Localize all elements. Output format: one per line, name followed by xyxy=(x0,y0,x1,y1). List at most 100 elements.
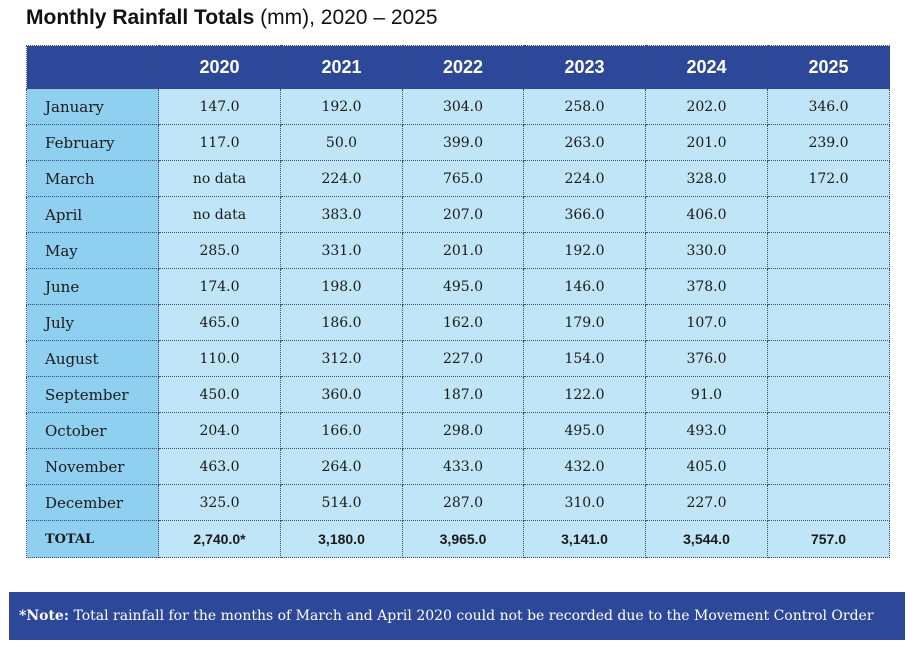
total-cell: 3,544.0 xyxy=(645,520,768,558)
value-cell: 91.0 xyxy=(645,376,768,413)
value-cell: 495.0 xyxy=(523,412,646,449)
value-cell: 376.0 xyxy=(645,340,768,377)
value-cell: 202.0 xyxy=(645,88,768,125)
month-cell: July xyxy=(26,304,159,341)
value-cell: 224.0 xyxy=(523,160,646,197)
month-cell: October xyxy=(26,412,159,449)
header-cell-month xyxy=(26,45,159,89)
table-row: January 147.0 192.0 304.0 258.0 202.0 34… xyxy=(26,88,890,125)
header-cell-year: 2021 xyxy=(280,45,403,89)
value-cell: 207.0 xyxy=(402,196,524,233)
value-cell xyxy=(767,196,890,233)
note-label: *Note: xyxy=(19,608,69,624)
value-cell: 107.0 xyxy=(645,304,768,341)
rainfall-table: 2020 2021 2022 2023 2024 2025 January 14… xyxy=(26,45,890,558)
month-cell: June xyxy=(26,268,159,305)
value-cell: 198.0 xyxy=(280,268,403,305)
footnote-banner: *Note: Total rainfall for the months of … xyxy=(9,592,905,640)
value-cell: 147.0 xyxy=(158,88,281,125)
month-cell: January xyxy=(26,88,159,125)
value-cell: 325.0 xyxy=(158,484,281,521)
table-row: October 204.0 166.0 298.0 495.0 493.0 xyxy=(26,412,890,449)
total-cell: 3,965.0 xyxy=(402,520,524,558)
value-cell: 465.0 xyxy=(158,304,281,341)
value-cell: 154.0 xyxy=(523,340,646,377)
total-cell: 3,180.0 xyxy=(280,520,403,558)
value-cell: 310.0 xyxy=(523,484,646,521)
value-cell: 50.0 xyxy=(280,124,403,161)
value-cell: 399.0 xyxy=(402,124,524,161)
note-text: Total rainfall for the months of March a… xyxy=(69,608,874,624)
value-cell: 433.0 xyxy=(402,448,524,485)
month-cell: May xyxy=(26,232,159,269)
value-cell: 366.0 xyxy=(523,196,646,233)
value-cell: 258.0 xyxy=(523,88,646,125)
value-cell: 406.0 xyxy=(645,196,768,233)
value-cell: 204.0 xyxy=(158,412,281,449)
value-cell xyxy=(767,484,890,521)
table-row: December 325.0 514.0 287.0 310.0 227.0 xyxy=(26,484,890,521)
value-cell: 166.0 xyxy=(280,412,403,449)
value-cell: 179.0 xyxy=(523,304,646,341)
value-cell: 264.0 xyxy=(280,448,403,485)
header-row: 2020 2021 2022 2023 2024 2025 xyxy=(26,45,890,89)
value-cell: 187.0 xyxy=(402,376,524,413)
header-cell-year: 2025 xyxy=(767,45,890,89)
value-cell xyxy=(767,304,890,341)
title-main: Monthly Rainfall Totals xyxy=(26,6,255,29)
value-cell: 287.0 xyxy=(402,484,524,521)
value-cell: 514.0 xyxy=(280,484,403,521)
month-cell: March xyxy=(26,160,159,197)
header-cell-year: 2024 xyxy=(645,45,768,89)
total-cell: 757.0 xyxy=(767,520,890,558)
total-label: TOTAL xyxy=(26,520,159,558)
value-cell: 346.0 xyxy=(767,88,890,125)
value-cell: 331.0 xyxy=(280,232,403,269)
value-cell: 172.0 xyxy=(767,160,890,197)
month-cell: February xyxy=(26,124,159,161)
header-cell-year: 2020 xyxy=(158,45,281,89)
header-cell-year: 2022 xyxy=(402,45,524,89)
table-row: February 117.0 50.0 399.0 263.0 201.0 23… xyxy=(26,124,890,161)
month-cell: August xyxy=(26,340,159,377)
value-cell xyxy=(767,412,890,449)
value-cell: 360.0 xyxy=(280,376,403,413)
value-cell: 201.0 xyxy=(645,124,768,161)
value-cell: 263.0 xyxy=(523,124,646,161)
value-cell: 192.0 xyxy=(523,232,646,269)
value-cell xyxy=(767,376,890,413)
value-cell xyxy=(767,448,890,485)
value-cell: 312.0 xyxy=(280,340,403,377)
value-cell: 495.0 xyxy=(402,268,524,305)
value-cell xyxy=(767,340,890,377)
value-cell: 110.0 xyxy=(158,340,281,377)
value-cell: 432.0 xyxy=(523,448,646,485)
value-cell: 285.0 xyxy=(158,232,281,269)
value-cell: 463.0 xyxy=(158,448,281,485)
value-cell: 224.0 xyxy=(280,160,403,197)
value-cell: 298.0 xyxy=(402,412,524,449)
table-row: May 285.0 331.0 201.0 192.0 330.0 xyxy=(26,232,890,269)
value-cell: 146.0 xyxy=(523,268,646,305)
month-cell: November xyxy=(26,448,159,485)
total-cell: 3,141.0 xyxy=(523,520,646,558)
value-cell xyxy=(767,268,890,305)
value-cell: 239.0 xyxy=(767,124,890,161)
total-row: TOTAL 2,740.0* 3,180.0 3,965.0 3,141.0 3… xyxy=(26,520,890,558)
header-cell-year: 2023 xyxy=(523,45,646,89)
table-row: September 450.0 360.0 187.0 122.0 91.0 xyxy=(26,376,890,413)
table-row: November 463.0 264.0 433.0 432.0 405.0 xyxy=(26,448,890,485)
month-cell: September xyxy=(26,376,159,413)
value-cell: 378.0 xyxy=(645,268,768,305)
value-cell: 328.0 xyxy=(645,160,768,197)
value-cell: 304.0 xyxy=(402,88,524,125)
table-row: April no data 383.0 207.0 366.0 406.0 xyxy=(26,196,890,233)
value-cell xyxy=(767,232,890,269)
value-cell: 162.0 xyxy=(402,304,524,341)
value-cell: 450.0 xyxy=(158,376,281,413)
month-cell: April xyxy=(26,196,159,233)
title-units-range: (mm), 2020 – 2025 xyxy=(254,6,438,29)
value-cell: 405.0 xyxy=(645,448,768,485)
month-cell: December xyxy=(26,484,159,521)
value-cell: 117.0 xyxy=(158,124,281,161)
